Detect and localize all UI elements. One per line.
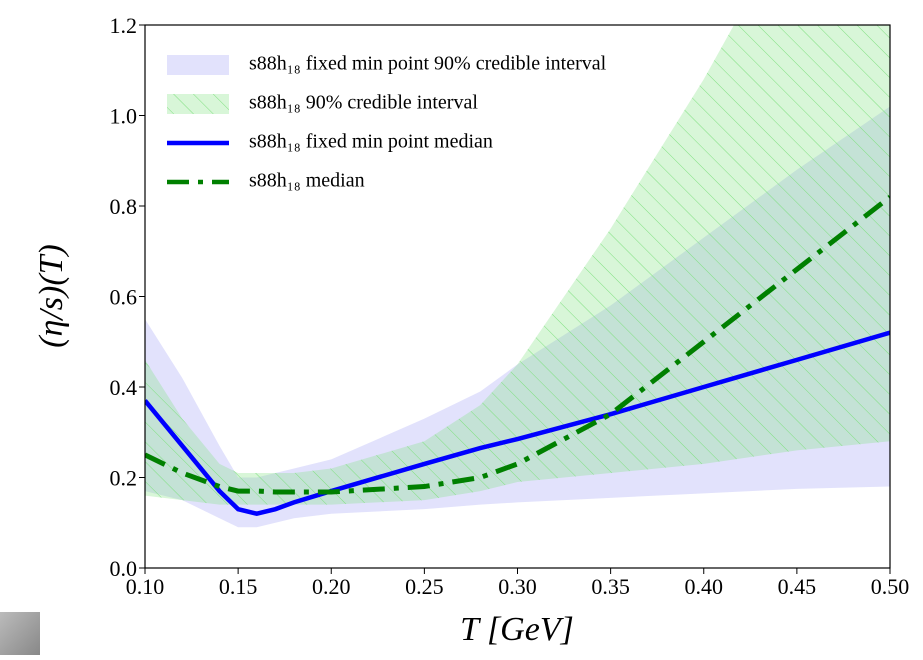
background-fragment — [0, 612, 40, 655]
legend: s88h₁₈ fixed min point 90% credible inte… — [167, 53, 607, 192]
legend-label: s88h₁₈ fixed min point 90% credible inte… — [249, 53, 607, 75]
y-axis-label: (η/s)(T) — [33, 244, 70, 348]
x-tick-label: 0.45 — [778, 574, 817, 599]
x-tick-label: 0.20 — [312, 574, 351, 599]
y-tick-label: 1.2 — [110, 13, 138, 38]
y-tick-label: 0.2 — [110, 466, 138, 491]
y-tick-label: 1.0 — [110, 104, 138, 129]
plot-area — [145, 25, 890, 528]
legend-swatch — [167, 55, 229, 75]
x-tick-label: 0.10 — [126, 574, 165, 599]
legend-label: s88h₁₈ median — [249, 170, 365, 192]
x-axis-label: T [GeV] — [460, 611, 574, 648]
x-tick-label: 0.30 — [498, 574, 537, 599]
median-line — [145, 194, 890, 495]
x-tick-label: 0.50 — [871, 574, 910, 599]
y-tick-label: 0.0 — [110, 556, 138, 581]
axes: 0.10 0.15 0.20 0.25 0.30 0.35 0.40 0.45 0.50 0.0 0… — [110, 13, 910, 599]
band-hatch — [145, 25, 890, 505]
x-tick-label: 0.40 — [685, 574, 724, 599]
legend-hatch — [167, 94, 229, 114]
x-tick-label: 0.35 — [591, 574, 630, 599]
y-tick-label: 0.4 — [110, 375, 138, 400]
y-tick-label: 0.6 — [110, 285, 138, 310]
legend-label: s88h₁₈ 90% credible interval — [249, 92, 478, 114]
x-tick-label: 0.15 — [219, 574, 258, 599]
legend-label: s88h₁₈ fixed min point median — [249, 131, 493, 153]
x-tick-label: 0.25 — [405, 574, 444, 599]
y-tick-label: 0.8 — [110, 194, 138, 219]
